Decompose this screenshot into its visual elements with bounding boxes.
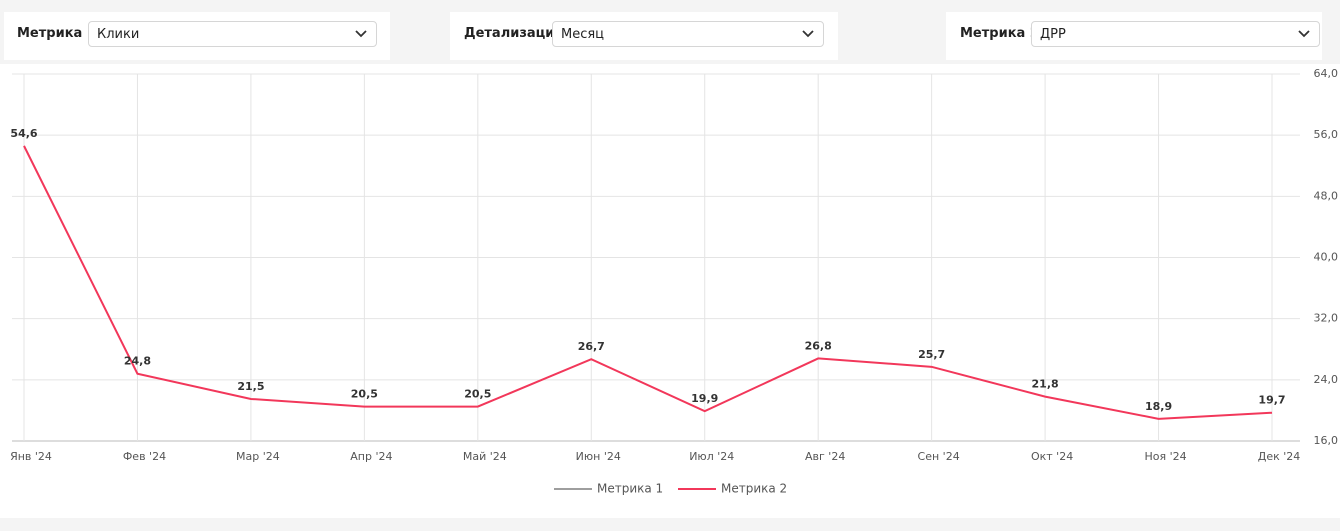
data-label: 20,5 <box>464 388 491 401</box>
x-tick-label: Ноя '24 <box>1144 450 1186 463</box>
data-label: 19,9 <box>691 392 718 405</box>
data-line <box>23 145 1273 420</box>
dropdown[interactable]: ДРР <box>1031 21 1320 47</box>
x-tick-label: Июл '24 <box>689 450 734 463</box>
data-label: 25,7 <box>918 348 945 361</box>
y-tick-label: 48,0 <box>1314 189 1339 202</box>
legend-label: Метрика 1 <box>597 482 663 496</box>
x-tick-label: Дек '24 <box>1258 450 1301 463</box>
y-tick-label: 24,0 <box>1314 373 1339 386</box>
y-tick-label: 32,0 <box>1314 312 1339 325</box>
dropdown-value: Клики <box>97 27 140 42</box>
data-label: 24,8 <box>124 355 151 368</box>
y-tick-label: 40,0 <box>1314 251 1339 264</box>
dropdown-value: Месяц <box>561 27 605 42</box>
x-tick-label: Май '24 <box>463 450 507 463</box>
y-tick-label: 64,0 <box>1314 67 1339 80</box>
x-tick-label: Сен '24 <box>918 450 960 463</box>
data-label: 26,7 <box>578 340 605 353</box>
data-label: 21,5 <box>237 380 264 393</box>
data-label: 18,9 <box>1145 400 1172 413</box>
dropdown[interactable]: Клики <box>88 21 377 47</box>
x-tick-label: Мар '24 <box>236 450 280 463</box>
chart: 16,0 24,0 32,0 40,0 48,0 56,0 64,0 Янв '24 Фев '… <box>0 64 1340 518</box>
x-tick-label: Окт '24 <box>1031 450 1073 463</box>
chevron <box>1298 30 1310 38</box>
data-label: 19,7 <box>1258 394 1285 407</box>
chart-background <box>0 64 1340 518</box>
x-tick-label: Июн '24 <box>576 450 621 463</box>
x-tick-label: Фев '24 <box>123 450 166 463</box>
x-tick-label: Авг '24 <box>805 450 845 463</box>
dropdown[interactable]: Месяц <box>552 21 824 47</box>
y-tick-label: 16,0 <box>1314 434 1339 447</box>
y-tick-label: 56,0 <box>1314 128 1339 141</box>
data-label: 54,6 <box>10 127 37 140</box>
data-label: 20,5 <box>351 388 378 401</box>
control-label: Метрика 2 <box>960 26 1039 41</box>
legend-label: Метрика 2 <box>721 482 787 496</box>
control-label: Детализация <box>464 26 563 41</box>
data-label: 26,8 <box>805 339 832 352</box>
control-label: Метрика 1 <box>17 26 96 41</box>
data-label: 21,8 <box>1032 378 1059 391</box>
x-tick-label: Апр '24 <box>350 450 392 463</box>
chevron <box>802 30 814 38</box>
x-tick-label: Янв '24 <box>10 450 52 463</box>
dropdown-value: ДРР <box>1040 27 1066 42</box>
chevron <box>355 30 367 38</box>
